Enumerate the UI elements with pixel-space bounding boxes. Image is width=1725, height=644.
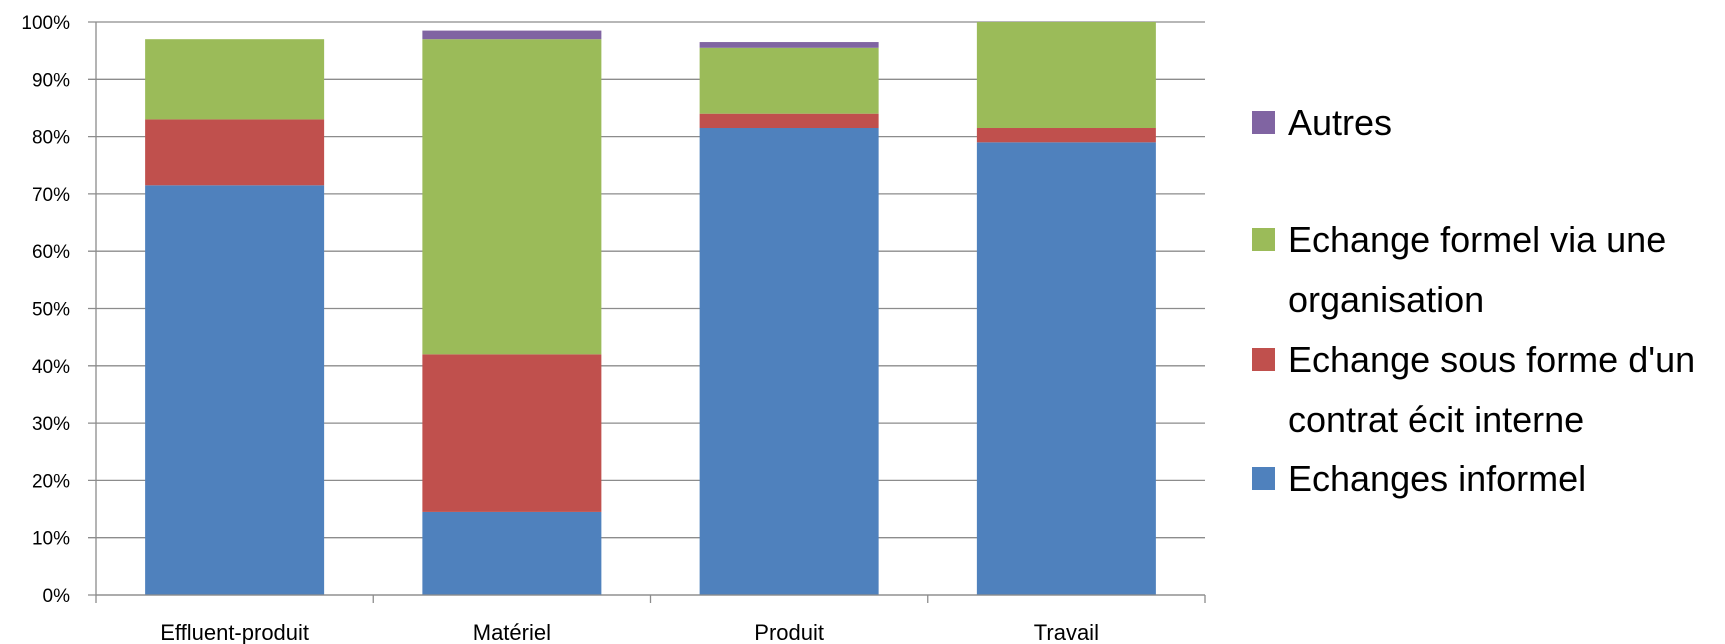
legend: Autres Echange formel via une organisation… — [1252, 102, 1695, 499]
y-tick-label: 40% — [32, 357, 70, 378]
bar-segment — [699, 113, 879, 129]
bar-segment — [422, 511, 602, 595]
x-tick-label: Produit — [754, 620, 824, 644]
x-tick-label: Travail — [1034, 620, 1099, 644]
legend-label: contrat écit interne — [1288, 399, 1584, 440]
bar-segment — [976, 128, 1156, 143]
axes — [95, 22, 1206, 603]
y-tick-label: 50% — [32, 300, 70, 321]
y-tick-label: 100% — [21, 13, 70, 34]
bar-segment — [699, 47, 879, 114]
legend-label: organisation — [1288, 279, 1484, 320]
bar-segment — [976, 142, 1156, 595]
y-tick-label: 70% — [32, 185, 70, 206]
bar-segment — [422, 354, 602, 512]
legend-swatch — [1252, 111, 1275, 134]
y-tick-label: 10% — [32, 529, 70, 550]
legend-label: Echange formel via une — [1288, 219, 1666, 260]
bar-segment — [145, 185, 325, 595]
bar-segment — [145, 119, 325, 186]
legend-swatch — [1252, 348, 1275, 371]
y-axis-ticks: 0% 10% 20% 30% 40% 50% 60% 70% 80% 90% 100% — [21, 13, 70, 607]
y-tick-label: 80% — [32, 128, 70, 149]
y-tick-label: 20% — [32, 471, 70, 492]
bars — [145, 22, 1156, 595]
legend-label: Echange sous forme d'un — [1288, 339, 1695, 380]
x-tick-label: Matériel — [473, 620, 551, 644]
bar-segment — [422, 30, 602, 40]
legend-label: Echanges informel — [1288, 458, 1586, 499]
legend-swatch — [1252, 467, 1275, 490]
x-tick-label: Effluent-produit — [160, 620, 309, 644]
bar-segment — [422, 39, 602, 355]
y-tick-label: 60% — [32, 242, 70, 263]
x-axis-ticks: Effluent-produit Matériel Produit Travail — [160, 620, 1099, 644]
bar-segment — [976, 22, 1156, 129]
y-tick-label: 30% — [32, 414, 70, 435]
legend-swatch — [1252, 228, 1275, 251]
bar-segment — [699, 42, 879, 48]
legend-label: Autres — [1288, 102, 1392, 143]
bar-segment — [699, 128, 879, 595]
y-tick-label: 90% — [32, 70, 70, 91]
y-tick-label: 0% — [43, 586, 71, 607]
bar-segment — [145, 39, 325, 120]
